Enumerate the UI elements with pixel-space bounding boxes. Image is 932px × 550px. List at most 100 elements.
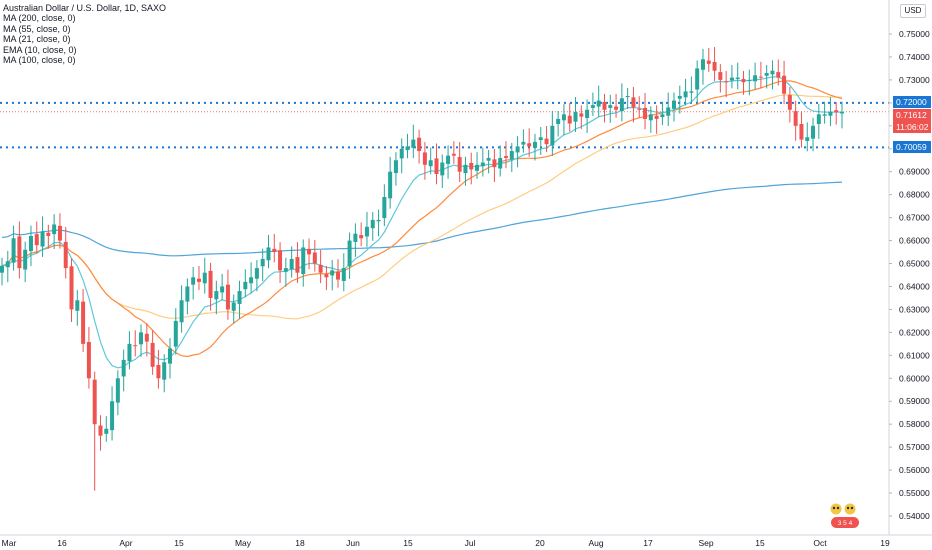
candle-body: [556, 118, 561, 124]
level-high-badge: 0.72000: [893, 96, 931, 108]
candle-body: [196, 278, 201, 282]
y-tick-label: 0.54000: [899, 511, 930, 521]
candle-body: [28, 235, 33, 252]
candle-body: [133, 345, 138, 347]
candle-body: [764, 73, 769, 76]
candle-body: [34, 234, 39, 246]
emoji-reactions-icon[interactable]: 3 5 4: [823, 500, 867, 530]
candle-body: [585, 109, 590, 119]
last-price-badge: 0.71612: [893, 109, 931, 121]
candle-body: [75, 300, 80, 311]
level-low-badge: 0.70059: [893, 141, 931, 153]
candle-body: [625, 95, 630, 97]
candle-body: [220, 286, 225, 293]
x-tick-label: Apr: [119, 538, 132, 548]
x-tick-label: Mar: [2, 538, 17, 548]
candle-body: [57, 225, 62, 241]
candle-body: [469, 162, 474, 170]
candle-body: [590, 105, 595, 108]
x-tick-label: May: [235, 538, 252, 548]
candle-body: [405, 146, 410, 151]
candle-body: [208, 270, 213, 298]
candle-body: [463, 164, 468, 174]
candle-body: [81, 301, 86, 344]
candles: [0, 47, 844, 491]
candle-body: [596, 100, 601, 107]
y-tick-label: 0.73000: [899, 75, 930, 85]
candle-body: [434, 158, 439, 175]
candle-body: [486, 157, 491, 161]
y-tick-label: 0.64000: [899, 281, 930, 291]
countdown-badge: 11:06:02: [893, 121, 931, 133]
candle-body: [173, 320, 178, 347]
candle-body: [249, 277, 254, 284]
candle-body: [301, 247, 306, 275]
candle-body: [602, 101, 607, 110]
candle-body: [86, 342, 91, 379]
currency-button[interactable]: USD: [900, 4, 926, 18]
y-tick-label: 0.55000: [899, 488, 930, 498]
candle-body: [793, 111, 798, 126]
candle-body: [654, 115, 659, 119]
candle-body: [729, 77, 734, 81]
candle-body: [5, 261, 10, 268]
candle-body: [185, 286, 190, 302]
candle-body: [399, 148, 404, 159]
indicator-ema10[interactable]: EMA (10, close, 0): [3, 44, 77, 55]
x-tick-label: 15: [755, 538, 765, 548]
candle-body: [214, 291, 219, 300]
candle-body: [266, 247, 271, 261]
candle-body: [492, 159, 497, 168]
candle-body: [243, 281, 248, 290]
candle-body: [359, 235, 364, 239]
candle-body: [144, 333, 149, 342]
indicator-ma21[interactable]: MA (21, close, 0): [3, 34, 71, 45]
time-axis: Mar 16 Apr 15 May 18 Jun 15 Jul 20 Aug 17 Sep 15 Oct 19: [2, 538, 890, 548]
candle-body: [121, 359, 126, 377]
candle-body: [272, 248, 277, 253]
candle-body: [532, 141, 537, 148]
x-tick-label: Jul: [465, 538, 476, 548]
candle-body: [231, 302, 236, 311]
indicator-ma55[interactable]: MA (55, close, 0): [3, 23, 71, 34]
candle-body: [776, 72, 781, 78]
candle-body: [110, 401, 115, 431]
candle-body: [747, 79, 752, 81]
candle-body: [324, 274, 329, 278]
candle-body: [787, 95, 792, 110]
candle-body: [289, 258, 294, 270]
candle-body: [341, 268, 346, 281]
candle-body: [40, 231, 45, 247]
candle-body: [700, 59, 705, 70]
candle-body: [428, 160, 433, 167]
candle-body: [480, 162, 485, 167]
y-tick-label: 0.60000: [899, 373, 930, 383]
candle-body: [156, 364, 161, 379]
candle-body: [446, 155, 451, 164]
candle-body: [811, 125, 816, 139]
candle-body: [741, 78, 746, 83]
candle-body: [127, 343, 132, 362]
candle-body: [457, 157, 462, 172]
candle-body: [660, 114, 665, 118]
candle-body: [504, 156, 508, 158]
indicator-ma100[interactable]: MA (100, close, 0): [3, 55, 76, 66]
y-tick-label: 0.68000: [899, 190, 930, 200]
candle-body: [202, 272, 207, 284]
candle-body: [515, 146, 520, 153]
candle-body: [521, 141, 526, 145]
svg-text:3 5 4: 3 5 4: [838, 520, 853, 527]
candle-body: [0, 265, 4, 273]
candle-body: [46, 232, 51, 236]
indicator-ma200[interactable]: MA (200, close, 0): [3, 13, 76, 24]
ma21-line: [1, 80, 843, 358]
candle-body: [104, 428, 109, 434]
candle-body: [718, 72, 723, 80]
candle-body: [168, 348, 172, 364]
x-tick-label: 20: [535, 538, 545, 548]
candle-body: [637, 108, 642, 110]
candle-body: [805, 137, 810, 141]
y-tick-label: 0.59000: [899, 396, 930, 406]
ema10-line: [1, 76, 842, 369]
